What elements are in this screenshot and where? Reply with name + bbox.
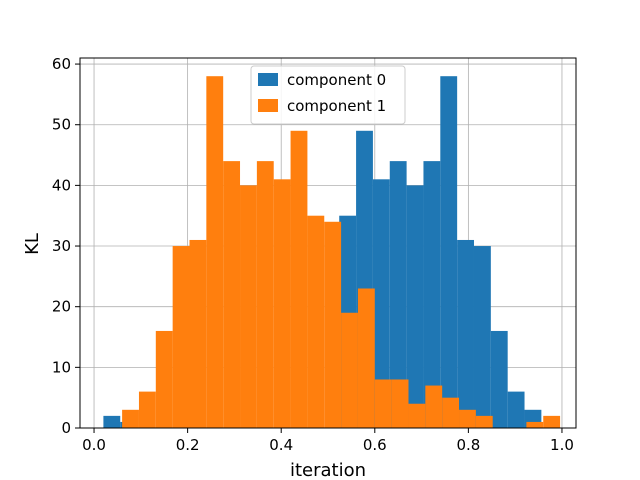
legend-swatch-component-1 xyxy=(258,99,278,112)
bar-component-1 xyxy=(189,239,207,428)
x-tick-label: 0.8 xyxy=(456,436,480,454)
x-tick-label: 0.6 xyxy=(363,436,387,454)
bar-component-1 xyxy=(324,221,342,428)
bar-component-0 xyxy=(473,246,491,428)
y-tick-label: 20 xyxy=(52,298,71,316)
bar-component-1 xyxy=(459,409,476,428)
plot-frame xyxy=(79,57,577,429)
y-tick-label: 0 xyxy=(61,419,71,437)
bar-component-1 xyxy=(442,397,460,428)
bar-component-0 xyxy=(103,415,121,428)
bar-component-1 xyxy=(526,421,544,428)
bar-component-0 xyxy=(406,185,424,428)
x-tick-label: 0.2 xyxy=(176,436,200,454)
bar-component-1 xyxy=(240,185,257,428)
legend: component 0 component 1 xyxy=(250,65,406,125)
bar-component-0 xyxy=(372,179,390,428)
bar-component-1 xyxy=(475,415,493,428)
bar-component-1 xyxy=(391,379,409,428)
legend-label-component-0: component 0 xyxy=(287,71,386,89)
bar-component-1 xyxy=(374,379,392,428)
bar-component-0 xyxy=(440,76,458,429)
bar-component-1 xyxy=(172,246,190,428)
y-tick-label: 60 xyxy=(52,55,71,73)
bar-component-1 xyxy=(138,391,156,428)
y-tick-label: 10 xyxy=(52,358,71,376)
y-tick-label: 30 xyxy=(52,237,71,255)
bar-component-0 xyxy=(490,330,508,428)
bar-component-1 xyxy=(543,415,561,428)
bar-component-0 xyxy=(389,161,407,429)
bar-component-1 xyxy=(155,330,173,428)
y-axis-label: KL xyxy=(22,233,43,255)
bars xyxy=(103,76,561,429)
x-axis-ticks: 0.0 0.2 0.4 0.6 0.8 1.0 xyxy=(82,428,574,454)
bar-component-1 xyxy=(290,130,308,429)
bar-component-1 xyxy=(122,409,139,428)
bar-component-1 xyxy=(256,161,274,429)
bar-component-1 xyxy=(341,312,358,428)
x-tick-label: 0.0 xyxy=(82,436,106,454)
bar-component-1 xyxy=(408,403,426,428)
x-tick-label: 0.4 xyxy=(269,436,293,454)
bar-component-1 xyxy=(307,215,325,428)
bar-component-1 xyxy=(357,288,375,428)
legend-swatch-component-0 xyxy=(258,73,278,86)
bar-component-0 xyxy=(507,391,525,428)
bar-component-0 xyxy=(423,161,441,429)
y-tick-label: 50 xyxy=(52,116,71,134)
x-tick-label: 1.0 xyxy=(550,436,574,454)
bar-component-1 xyxy=(273,179,291,428)
bar-component-1 xyxy=(425,385,443,428)
x-axis-label: iteration xyxy=(290,460,366,480)
legend-label-component-1: component 1 xyxy=(287,97,386,115)
bar-component-1 xyxy=(206,76,224,429)
bar-component-1 xyxy=(223,161,241,429)
bar-component-0 xyxy=(457,239,474,428)
legend-box xyxy=(250,65,406,125)
y-axis-ticks: 0 10 20 30 40 50 60 xyxy=(52,55,80,437)
y-tick-label: 40 xyxy=(52,176,71,194)
